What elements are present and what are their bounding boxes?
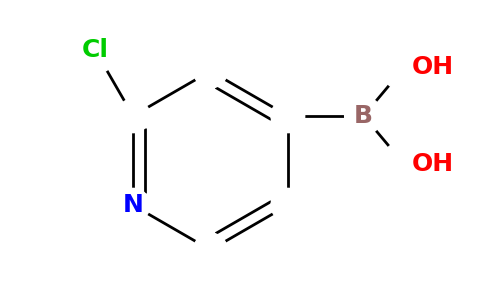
Circle shape: [381, 44, 427, 91]
Text: B: B: [354, 104, 373, 128]
Circle shape: [345, 97, 382, 135]
Circle shape: [194, 233, 227, 267]
Circle shape: [271, 188, 305, 222]
Text: OH: OH: [411, 56, 454, 80]
Circle shape: [116, 188, 150, 222]
Circle shape: [271, 99, 305, 133]
Circle shape: [381, 141, 427, 187]
Text: N: N: [122, 193, 143, 217]
Circle shape: [72, 27, 118, 74]
Circle shape: [116, 99, 150, 133]
Text: Cl: Cl: [82, 38, 109, 62]
Text: OH: OH: [411, 152, 454, 176]
Circle shape: [194, 54, 227, 88]
